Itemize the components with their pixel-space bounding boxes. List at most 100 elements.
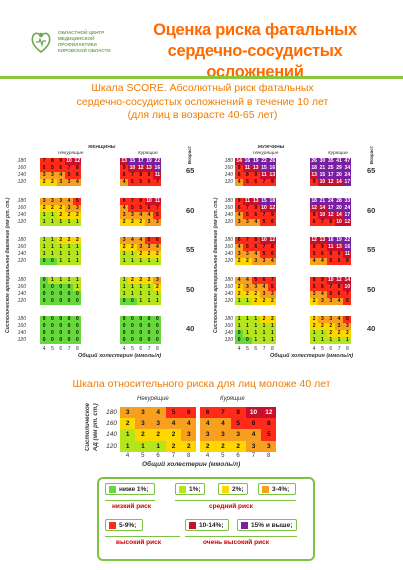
risk-cell: 0 [73, 316, 82, 324]
risk-cell: 1 [73, 258, 82, 266]
risk-cell: 5 [48, 165, 57, 173]
relative-risk-cell: 3 [120, 407, 136, 419]
risk-cell: 9 [334, 251, 344, 259]
risk-cell: 5 [343, 316, 352, 324]
risk-cell: 8 [243, 172, 252, 180]
risk-cell: 1 [56, 276, 65, 284]
legend-item: 1%; [175, 483, 205, 495]
risk-cell: 2 [259, 297, 269, 305]
risk-cell: 4 [334, 316, 344, 324]
legend-swatch [241, 522, 248, 529]
risk-cell: 0 [56, 323, 65, 331]
legend-item: 2%; [218, 483, 248, 495]
men-label: МУЖЧИНЫ [258, 145, 285, 150]
risk-cell: 0 [48, 316, 57, 324]
risk-cell: 2 [326, 330, 335, 338]
risk-cell: 4 [310, 258, 319, 266]
relative-risk-title: Шкала относительного риска для лиц молож… [72, 378, 331, 390]
risk-cell: 8 [268, 244, 277, 252]
relative-risk-cell: 4 [150, 407, 166, 419]
risk-cell: 5 [259, 251, 269, 259]
risk-cell: 7 [153, 179, 162, 187]
women-smoking-label: Курящие [138, 151, 158, 156]
risk-cell: 1 [120, 290, 129, 298]
sbp-row-label: 120 [224, 297, 233, 304]
risk-cell: 10 [343, 283, 352, 291]
risk-cell: 20 [334, 204, 344, 212]
rel-x-tick-label: 4 [205, 452, 210, 459]
risk-cell: 2 [243, 290, 252, 298]
risk-cell: 1 [243, 323, 252, 331]
risk-cell: 8 [326, 218, 335, 226]
rel-x-tick-label: 4 [125, 452, 130, 459]
risk-cell: 1 [310, 330, 319, 338]
risk-cell: 4 [128, 237, 137, 245]
rel-sbp-row-label: 140 [106, 431, 117, 439]
rel-x-tick-label: 6 [236, 452, 240, 459]
rel-sbp-row-label: 120 [106, 442, 117, 450]
sbp-row-label: 140 [17, 172, 26, 179]
risk-cell: 34 [343, 165, 352, 173]
relative-risk-cell: 7 [215, 407, 231, 419]
risk-cell: 0 [136, 337, 145, 345]
risk-cell: 3 [40, 172, 49, 180]
rel-x-tick-label: 7 [251, 452, 256, 459]
risk-cell: 3 [268, 290, 277, 298]
sbp-row-label: 160 [17, 323, 26, 330]
rel-sbp-axis-label-1: Систолическое [85, 403, 91, 451]
risk-cell: 2 [235, 283, 244, 291]
risk-cell: 0 [120, 316, 129, 324]
risk-cell: 5 [128, 179, 137, 187]
risk-cell: 5 [326, 290, 335, 298]
risk-cell: 1 [40, 244, 49, 252]
risk-cell: 8 [310, 276, 319, 284]
risk-legend [97, 477, 315, 561]
risk-cell: 4 [56, 172, 65, 180]
legend-bracket [175, 500, 296, 501]
risk-cell: 22 [153, 158, 162, 166]
sbp-row-label: 180 [224, 197, 233, 204]
x-tick-label: 8 [271, 346, 274, 353]
risk-cell: 19 [144, 158, 154, 166]
risk-cell: 1 [153, 297, 162, 305]
legend-label: 15% и выше; [251, 522, 293, 529]
risk-cell: 12 [310, 204, 319, 212]
risk-cell: 0 [64, 337, 74, 345]
risk-cell: 6 [334, 290, 344, 298]
risk-cell: 13 [318, 237, 327, 245]
risk-cell: 1 [73, 218, 82, 226]
risk-cell: 10 [318, 179, 327, 187]
risk-cell: 4 [120, 204, 129, 212]
women-label: ЖЕНЩИНЫ [88, 145, 116, 150]
risk-cell: 9 [251, 172, 260, 180]
risk-cell: 1 [318, 330, 327, 338]
risk-cell: 1 [136, 283, 145, 291]
risk-cell: 3 [128, 211, 137, 219]
risk-cell: 18 [310, 165, 319, 173]
x-tick-label: 6 [139, 346, 143, 353]
risk-cell: 4 [153, 244, 162, 252]
risk-cell: 0 [56, 337, 65, 345]
age-label-men: 55 [367, 245, 376, 254]
sbp-row-label: 120 [17, 218, 26, 225]
men-smoking-label: Курящие [328, 151, 348, 156]
risk-cell: 0 [153, 323, 162, 331]
risk-cell: 26 [268, 158, 277, 166]
relative-risk-cell: 3 [135, 418, 151, 430]
legend-swatch [262, 486, 269, 493]
risk-cell: 4 [235, 244, 244, 252]
risk-cell: 16 [153, 165, 162, 173]
relative-risk-cell: 1 [120, 429, 136, 441]
risk-cell: 3 [40, 197, 49, 205]
risk-cell: 0 [243, 337, 252, 345]
sbp-row-label: 160 [17, 283, 26, 290]
x-tick-label: 4 [42, 346, 46, 353]
risk-cell: 2 [235, 290, 244, 298]
risk-cell: 12 [73, 158, 82, 166]
risk-cell: 2 [136, 218, 145, 226]
sbp-row-label: 180 [224, 237, 233, 243]
risk-cell: 2 [136, 251, 145, 259]
x-tick-label: 7 [262, 346, 266, 353]
sbp-row-label: 120 [224, 337, 233, 344]
rel-x-axis-label: Общий холестерин (ммоль/л) [142, 460, 241, 468]
